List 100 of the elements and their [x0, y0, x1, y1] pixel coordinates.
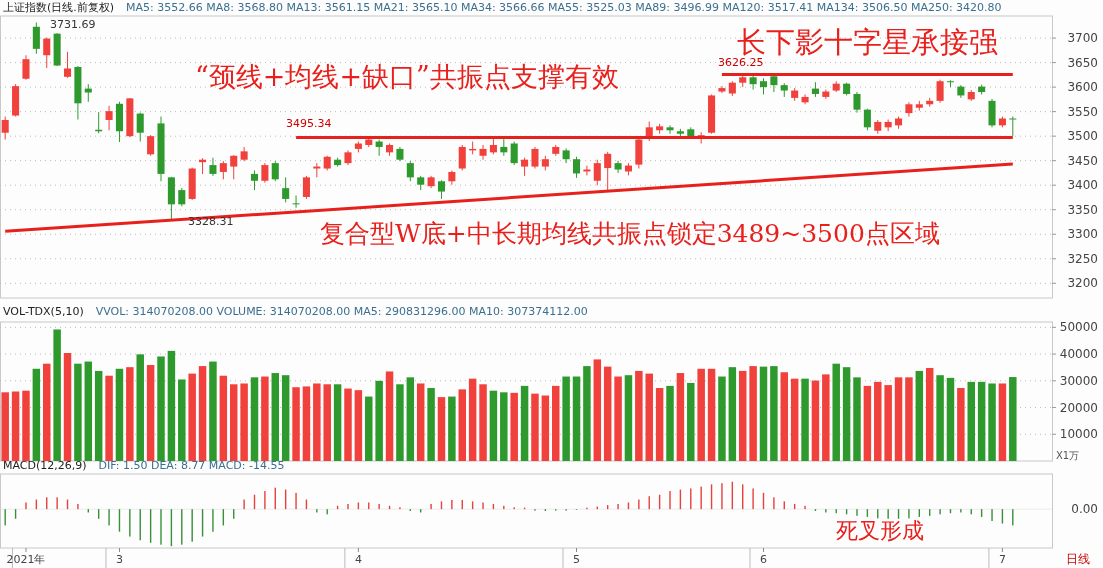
- candlestick: [749, 74, 757, 91]
- bar: [500, 392, 508, 461]
- text: 0.00: [1071, 502, 1098, 517]
- y-tick-label: 3350: [1067, 202, 1098, 217]
- bar: [925, 367, 934, 461]
- bar: [780, 372, 789, 461]
- bar: [292, 387, 300, 461]
- bar: [365, 396, 373, 461]
- y-tick-label: 3600: [1067, 80, 1098, 95]
- y-tick-label: 50000: [1059, 320, 1098, 335]
- bar: [479, 384, 487, 461]
- bar: [863, 385, 872, 461]
- candlestick: [136, 112, 144, 143]
- candlestick: [437, 179, 446, 200]
- bar: [624, 375, 633, 461]
- candlestick: [531, 146, 539, 170]
- bar: [115, 368, 124, 461]
- x-tick-label: 6: [760, 553, 767, 566]
- bar: [552, 385, 560, 461]
- bar: [510, 392, 518, 461]
- bar: [344, 388, 352, 461]
- bar: [811, 380, 820, 461]
- candlestick: [43, 37, 51, 69]
- x-tick-label: 4: [354, 553, 362, 566]
- bar: [396, 384, 404, 461]
- bar: [614, 376, 622, 461]
- bar: [416, 383, 425, 461]
- bar: [645, 373, 653, 461]
- annotation: 3626.25: [718, 56, 764, 69]
- candlestick: [479, 144, 487, 161]
- bar: [915, 370, 924, 461]
- bar: [562, 376, 570, 461]
- bar: [427, 388, 435, 461]
- candlestick: [302, 175, 310, 200]
- candlestick: [572, 156, 581, 179]
- bar: [905, 377, 913, 461]
- annotation: 长下影十字星承接强: [737, 25, 998, 59]
- bar: [967, 381, 975, 461]
- bar: [988, 383, 996, 461]
- candlestick: [604, 151, 612, 191]
- bar: [832, 363, 840, 461]
- bar: [884, 385, 892, 461]
- bar: [759, 366, 768, 461]
- bar: [707, 368, 716, 461]
- y-tick-label: 10000: [1059, 427, 1098, 442]
- bar: [635, 370, 643, 461]
- y-tick-label: 30000: [1059, 373, 1098, 388]
- chart-title: 上证指数(日线.前复权): [3, 1, 115, 14]
- bar: [302, 386, 311, 461]
- bar: [94, 370, 103, 461]
- bar: [822, 374, 830, 461]
- candlestick: [147, 134, 155, 157]
- candlestick: [593, 159, 601, 186]
- bar: [406, 377, 415, 461]
- bar: [894, 377, 903, 461]
- bar: [250, 377, 259, 461]
- x-tick-label: 2021年: [6, 553, 46, 566]
- candlestick: [105, 105, 113, 131]
- bar: [178, 379, 186, 461]
- bar: [281, 375, 290, 461]
- bar: [53, 329, 61, 461]
- bar: [333, 384, 342, 461]
- bar: [209, 361, 217, 461]
- bar: [261, 376, 269, 461]
- bar: [437, 397, 446, 461]
- candlestick: [292, 195, 300, 209]
- annotation: 复合型W底+中长期均线共振点锁定3489~3500点区域: [320, 219, 940, 248]
- x-tick-label: 5: [573, 553, 581, 566]
- bar: [520, 385, 529, 461]
- bar: [1, 392, 9, 461]
- text: 日线: [1066, 552, 1090, 566]
- annotation: 3731.69: [50, 18, 96, 31]
- bar: [770, 366, 778, 461]
- candlestick: [178, 187, 186, 207]
- candlestick: [521, 157, 529, 177]
- y-tick-label: 3450: [1067, 153, 1098, 168]
- y-tick-label: 3250: [1067, 251, 1098, 266]
- bar: [718, 376, 726, 461]
- candlestick: [219, 160, 227, 180]
- bar: [531, 393, 539, 461]
- candlestick: [853, 91, 861, 114]
- candlestick: [22, 54, 30, 81]
- bar: [458, 389, 466, 461]
- bar: [957, 388, 965, 461]
- bar: [468, 378, 477, 461]
- y-tick-label: 20000: [1059, 400, 1098, 415]
- candlestick: [510, 141, 518, 166]
- bar: [385, 371, 394, 461]
- candlestick: [666, 124, 674, 135]
- bar: [583, 366, 591, 461]
- y-tick-label: 3700: [1067, 31, 1098, 46]
- bar: [790, 378, 799, 461]
- bar: [188, 373, 196, 461]
- bar: [874, 381, 882, 461]
- candlestick: [282, 176, 290, 203]
- bar: [167, 350, 176, 461]
- bar: [749, 366, 757, 461]
- bar: [157, 356, 165, 461]
- bar: [687, 382, 695, 461]
- candlestick: [63, 51, 72, 79]
